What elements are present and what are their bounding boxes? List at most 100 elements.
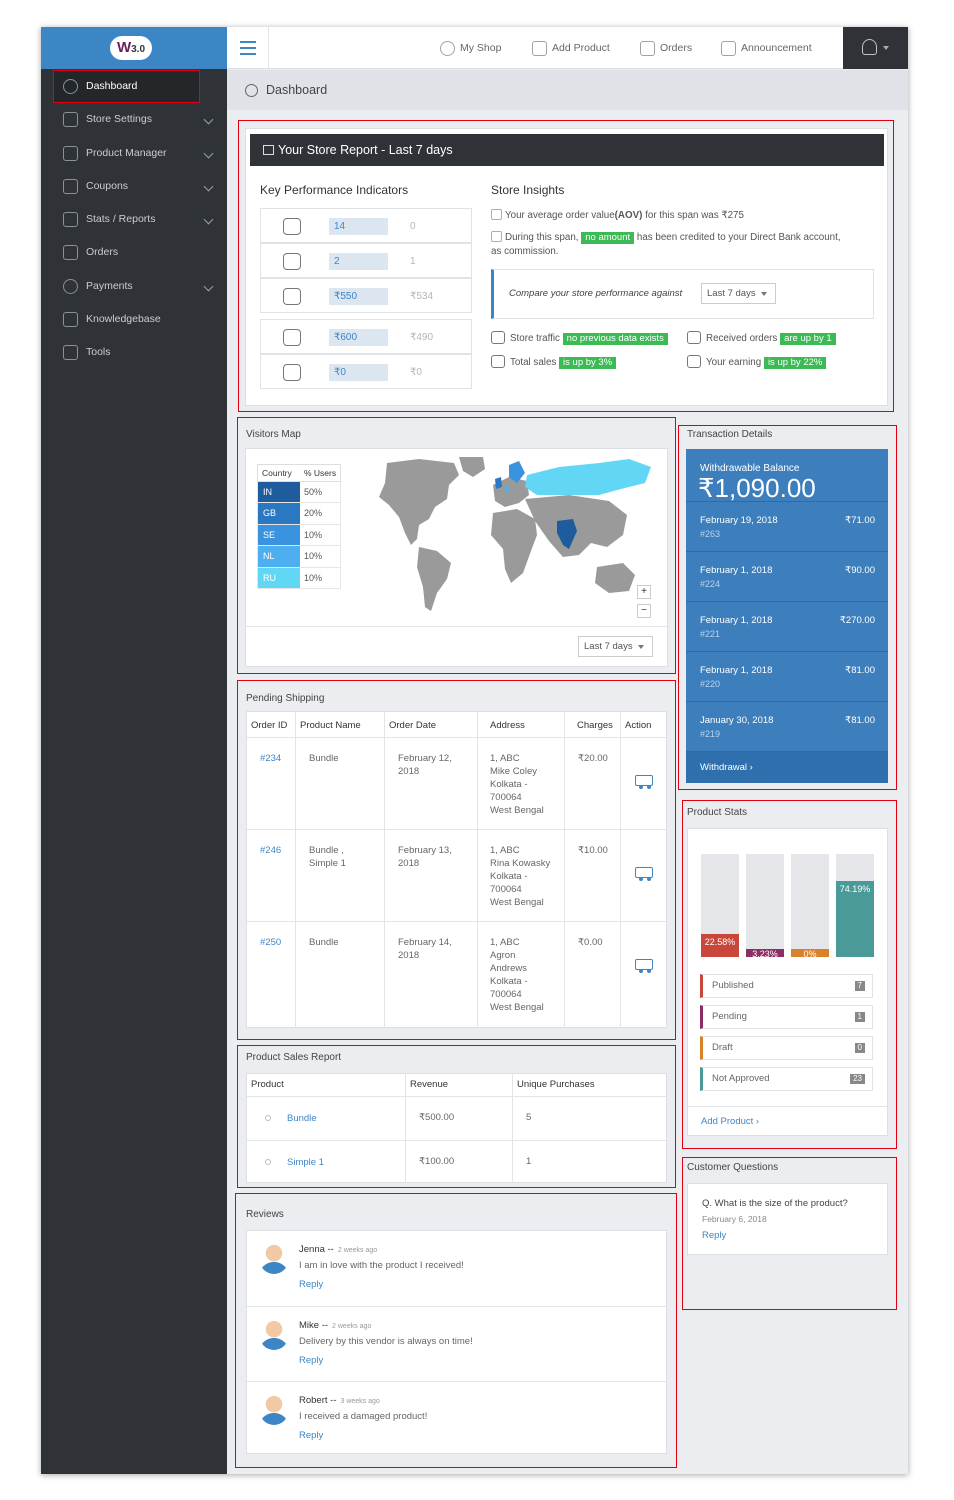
column-divider: [564, 712, 565, 1028]
legend-country: SE: [258, 524, 300, 546]
product-link[interactable]: Simple 1: [287, 1157, 324, 1168]
legend-country: RU: [258, 567, 300, 588]
question-reply-link[interactable]: Reply: [702, 1230, 727, 1241]
transaction-date: February 1, 2018: [700, 665, 773, 676]
traffic-label: Store traffic: [510, 333, 560, 344]
sidebar-item-dashboard[interactable]: Dashboard: [53, 70, 200, 104]
earning-label: Your earning: [706, 357, 762, 368]
orders-badge: are up by 1: [780, 333, 836, 345]
status-row-pending[interactable]: Pending 1: [700, 1005, 873, 1029]
transaction-amount: ₹71.00: [845, 515, 875, 526]
review-reply-link[interactable]: Reply: [299, 1430, 324, 1441]
orders-label: Received orders: [706, 333, 778, 344]
transaction-row[interactable]: February 19, 2018 #263 ₹71.00: [686, 501, 888, 551]
kpi-value: ₹0: [329, 364, 388, 381]
sidebar-item-knowledgebase[interactable]: Knowledgebase: [41, 303, 227, 336]
order-date-cell: February 12, 2018: [398, 752, 452, 778]
column-header: Order Date: [389, 720, 436, 731]
status-row-published[interactable]: Published 7: [700, 974, 873, 998]
transaction-row[interactable]: February 1, 2018 #221 ₹270.00: [686, 601, 888, 651]
order-id-link[interactable]: #234: [260, 753, 282, 764]
world-map[interactable]: [359, 455, 659, 617]
sidebar-item-payments[interactable]: Payments: [41, 270, 227, 303]
sidebar-item-coupons[interactable]: Coupons: [41, 170, 227, 203]
review-item: Robert -- 3 weeks ago I received a damaged…: [247, 1381, 667, 1455]
wrench-icon: [63, 345, 78, 361]
legend-header: Country % Users: [257, 464, 341, 482]
store-report-title: Your Store Report - Last 7 days: [278, 143, 453, 157]
compare-range-value: Last 7 days: [707, 288, 756, 299]
review-author: Jenna -- 2 weeks ago: [299, 1244, 377, 1255]
legend-row: RU 10%: [257, 567, 341, 589]
report-icon: [263, 145, 274, 155]
orders-link[interactable]: Orders: [640, 27, 692, 69]
purchases-cell: 5: [526, 1112, 532, 1123]
review-text: I received a damaged product!: [299, 1411, 428, 1422]
transaction-amount: ₹81.00: [845, 715, 875, 726]
review-reply-link[interactable]: Reply: [299, 1355, 324, 1366]
order-date-line: February 12,: [398, 753, 452, 764]
kpi-title: Key Performance Indicators: [260, 183, 409, 197]
order-date-line: 2018: [398, 858, 420, 869]
sidebar-item-store-settings[interactable]: Store Settings: [41, 103, 227, 136]
transactions-panel: Withdrawable Balance ₹1,090.00 February …: [686, 449, 888, 783]
review-text: I am in love with the product I received…: [299, 1260, 464, 1271]
sidebar-item-orders[interactable]: Orders: [41, 236, 227, 269]
truck-icon[interactable]: [635, 775, 653, 789]
address-line: 1, ABC: [490, 753, 520, 764]
caret-down-icon: [883, 46, 889, 50]
map-europe: [493, 477, 529, 507]
sidebar-item-stats-reports[interactable]: Stats / Reports: [41, 203, 227, 236]
review-time: 3 weeks ago: [340, 1398, 380, 1405]
sidebar-item-label: Coupons: [86, 179, 129, 192]
status-count-badge: 1: [854, 1012, 865, 1022]
map-south-america: [417, 547, 451, 611]
sales-stat: Total sales is up by 3%: [491, 355, 617, 370]
transaction-row[interactable]: February 1, 2018 #220 ₹81.00: [686, 651, 888, 701]
add-product-link[interactable]: Add Product ›: [701, 1116, 760, 1127]
product-thumbnail-icon: [265, 1115, 271, 1121]
withdrawal-link[interactable]: Withdrawal ›: [686, 751, 888, 783]
kpi-previous-value: 0: [410, 221, 416, 232]
kpi-row: ₹600 ₹490: [260, 319, 472, 354]
avatar: [259, 1242, 289, 1274]
review-author-name: Robert --: [299, 1395, 337, 1406]
map-zoom-out-button[interactable]: −: [637, 604, 651, 618]
sidebar-item-tools[interactable]: Tools: [41, 336, 227, 369]
chevron-down-icon[interactable]: [203, 281, 214, 292]
chevron-down-icon[interactable]: [203, 148, 214, 159]
product-link[interactable]: Bundle: [287, 1113, 317, 1124]
announcement-link[interactable]: Announcement: [721, 27, 812, 69]
order-id-link[interactable]: #250: [260, 937, 282, 948]
status-count-badge: 23: [850, 1074, 865, 1084]
chevron-down-icon[interactable]: [203, 114, 214, 125]
transaction-row[interactable]: January 30, 2018 #219 ₹81.00: [686, 701, 888, 751]
transaction-row[interactable]: February 1, 2018 #224 ₹90.00: [686, 551, 888, 601]
compare-range-select[interactable]: Last 7 days: [701, 283, 776, 304]
legend-rows: IN 50% GB 20% SE 10% NL 10% RU 10%: [257, 482, 341, 589]
stat-bar-label: 3.23%: [752, 949, 778, 959]
map-zoom-in-button[interactable]: +: [637, 585, 651, 599]
menu-toggle-button[interactable]: [227, 27, 269, 69]
sidebar-item-label: Payments: [86, 279, 133, 292]
review-reply-link[interactable]: Reply: [299, 1279, 324, 1290]
truck-icon[interactable]: [635, 867, 653, 881]
charges-cell: ₹10.00: [578, 845, 608, 856]
user-menu-button[interactable]: [843, 27, 908, 69]
status-row-not-approved[interactable]: Not Approved 23: [700, 1067, 873, 1091]
logo[interactable]: W3.0: [41, 27, 227, 69]
my-shop-link[interactable]: My Shop: [440, 27, 501, 69]
visitors-range-select[interactable]: Last 7 days: [578, 636, 653, 657]
order-id-link[interactable]: #246: [260, 845, 282, 856]
chevron-down-icon[interactable]: [203, 181, 214, 192]
status-row-draft[interactable]: Draft 0: [700, 1036, 873, 1060]
add-product-link[interactable]: Add Product: [532, 27, 610, 69]
chevron-down-icon[interactable]: [203, 214, 214, 225]
map-africa: [491, 509, 537, 583]
column-header: Product: [251, 1079, 284, 1090]
sidebar-item-product-manager[interactable]: Product Manager: [41, 137, 227, 170]
truck-icon[interactable]: [635, 959, 653, 973]
column-divider: [477, 712, 478, 1028]
transaction-order-id: #220: [700, 679, 721, 689]
order-date-cell: February 13, 2018: [398, 844, 452, 870]
